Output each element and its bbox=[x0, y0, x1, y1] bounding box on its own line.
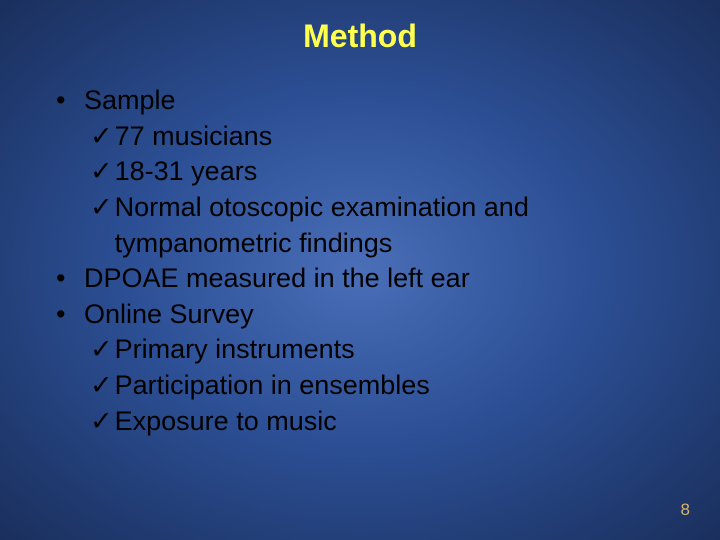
check-text: 18-31 years bbox=[115, 154, 670, 190]
slide: Method • Sample ✓ 77 musicians ✓ 18-31 y… bbox=[0, 0, 720, 540]
bullet-text: Sample bbox=[84, 83, 176, 119]
bullet-text: Online Survey bbox=[84, 297, 254, 333]
bullet-item: • DPOAE measured in the left ear bbox=[50, 261, 670, 297]
page-number: 8 bbox=[681, 500, 690, 520]
check-item: ✓ Participation in ensembles bbox=[50, 368, 670, 404]
check-text: Participation in ensembles bbox=[115, 368, 670, 404]
check-icon: ✓ bbox=[90, 368, 115, 404]
check-icon: ✓ bbox=[90, 154, 115, 190]
check-text: Exposure to music bbox=[115, 404, 670, 440]
check-item: ✓ Exposure to music bbox=[50, 404, 670, 440]
check-item: ✓ Primary instruments bbox=[50, 332, 670, 368]
slide-body: • Sample ✓ 77 musicians ✓ 18-31 years ✓ … bbox=[0, 55, 720, 439]
bullet-icon: • bbox=[50, 261, 84, 297]
bullet-icon: • bbox=[50, 297, 84, 333]
check-text: 77 musicians bbox=[115, 119, 670, 155]
bullet-text: DPOAE measured in the left ear bbox=[84, 261, 470, 297]
check-item: ✓ 18-31 years bbox=[50, 154, 670, 190]
bullet-item: • Sample bbox=[50, 83, 670, 119]
check-icon: ✓ bbox=[90, 190, 115, 226]
check-item: ✓ Normal otoscopic examination and tympa… bbox=[50, 190, 670, 261]
check-icon: ✓ bbox=[90, 332, 115, 368]
check-item: ✓ 77 musicians bbox=[50, 119, 670, 155]
check-text: Primary instruments bbox=[115, 332, 670, 368]
slide-title: Method bbox=[0, 0, 720, 55]
bullet-item: • Online Survey bbox=[50, 297, 670, 333]
check-text: Normal otoscopic examination and tympano… bbox=[115, 190, 670, 261]
check-icon: ✓ bbox=[90, 119, 115, 155]
check-icon: ✓ bbox=[90, 404, 115, 440]
bullet-icon: • bbox=[50, 83, 84, 119]
